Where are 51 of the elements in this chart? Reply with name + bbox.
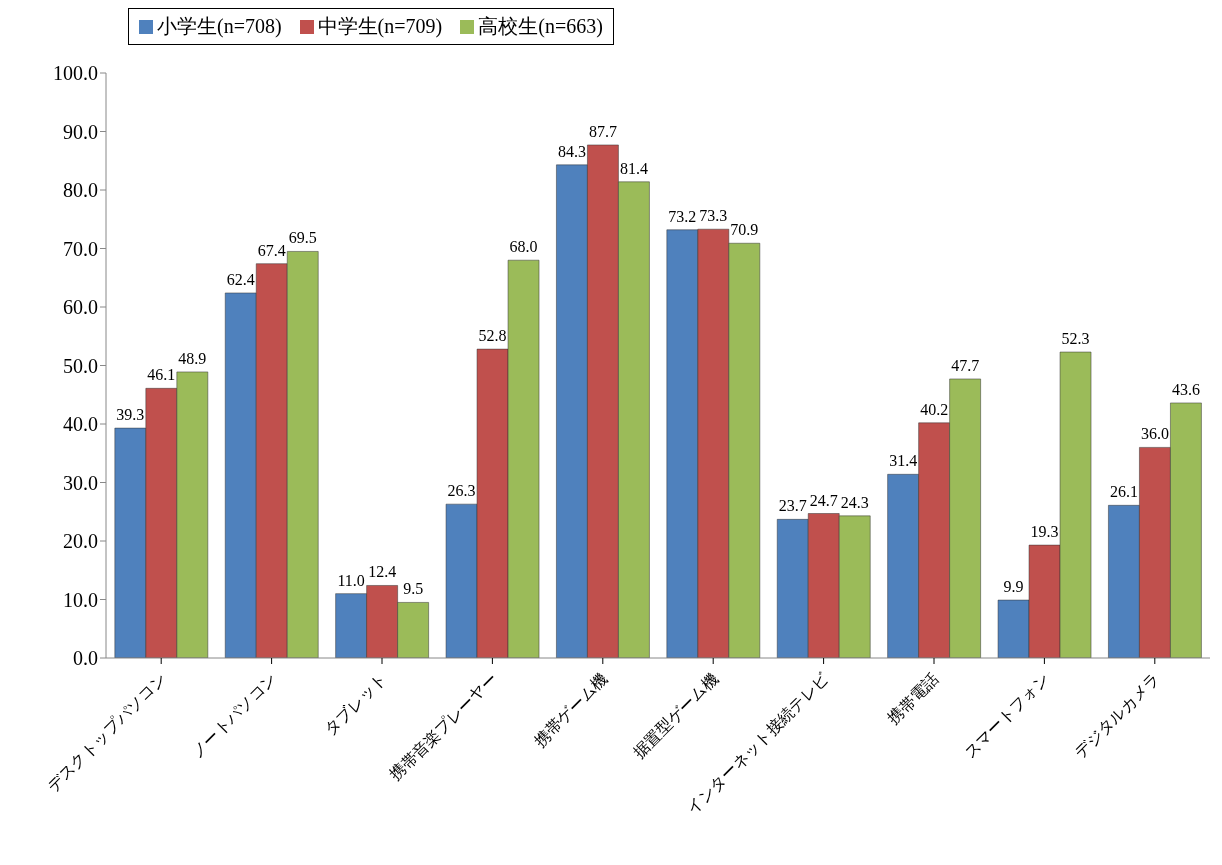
data-label: 9.9 [1003,578,1024,596]
data-label: 70.9 [730,221,759,239]
y-tick-label: 100.0 [53,62,98,85]
data-label: 52.3 [1061,330,1090,348]
data-label: 26.3 [447,482,476,500]
data-label: 48.9 [178,349,207,367]
data-label: 19.3 [1030,523,1059,541]
y-tick-label: 80.0 [63,179,98,202]
x-tick-label: 据置型ゲーム機 [629,669,721,761]
data-label: 62.4 [226,270,255,288]
data-label: 84.3 [557,142,586,160]
data-label: 24.7 [809,491,838,509]
data-label: 39.3 [116,406,145,424]
data-label: 36.0 [1140,425,1169,443]
data-label: 9.5 [403,580,424,598]
data-label: 23.7 [778,497,807,515]
data-label: 73.2 [668,207,697,225]
data-label: 26.1 [1109,483,1138,501]
data-label: 46.1 [147,366,176,384]
y-tick-label: 30.0 [63,471,98,494]
x-tick-label: スマートフォン [960,669,1053,761]
x-tick-label: デジタルカメラ [1071,669,1163,761]
data-label: 52.8 [478,327,507,345]
legend-label: 中学生(n=709) [316,14,443,40]
y-tick-label: 50.0 [63,354,98,377]
x-tick-label: 携帯ゲーム機 [530,669,611,750]
x-tick-label: 携帯電話 [884,669,942,728]
data-label: 47.7 [951,356,980,374]
y-tick-label: 0.0 [73,647,98,670]
y-tick-label: 40.0 [63,413,98,436]
data-label: 69.5 [288,229,317,247]
data-label: 73.3 [699,207,728,225]
data-label: 43.6 [1171,380,1200,398]
y-tick-label: 60.0 [63,296,98,319]
data-label: 87.7 [588,122,617,140]
data-label: 24.3 [840,493,869,511]
data-label: 81.4 [619,159,648,177]
y-tick-label: 20.0 [63,530,98,553]
data-label: 40.2 [920,400,949,418]
data-label: 11.0 [337,571,365,589]
y-tick-label: 90.0 [63,120,98,143]
x-tick-label: ノートパソコン [188,669,280,761]
data-label: 12.4 [368,563,397,581]
data-label: 68.0 [509,238,538,256]
data-label: 67.4 [257,241,286,259]
y-tick-label: 70.0 [63,237,98,260]
legend-label: 高校生(n=663) [477,14,603,40]
x-tick-label: デスクトップパソコン [43,669,169,795]
legend-label: 小学生(n=708) [156,14,282,40]
y-tick-label: 10.0 [63,588,98,611]
data-label: 31.4 [889,452,918,470]
